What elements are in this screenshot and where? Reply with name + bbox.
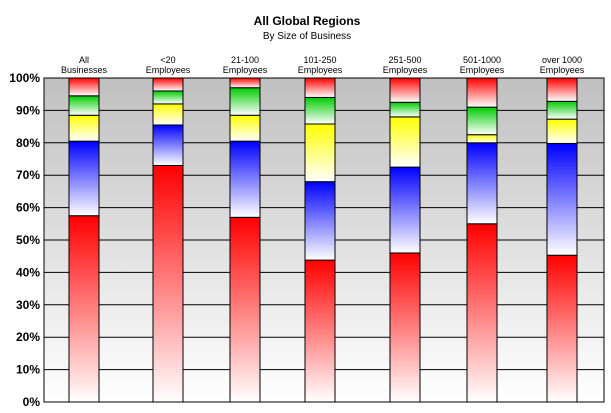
y-tick-label: 50% — [16, 233, 40, 247]
category-label: Employees — [460, 65, 505, 75]
y-tick-label: 0% — [23, 395, 41, 409]
bar-segment — [466, 142, 498, 225]
category-label: Employees — [383, 65, 428, 75]
bar-segment — [546, 254, 578, 403]
y-tick-label: 80% — [16, 136, 40, 150]
category-label: 101-250 — [303, 55, 336, 65]
bar-segment — [466, 77, 498, 108]
bar-segment — [152, 164, 184, 403]
y-tick-label: 20% — [16, 330, 40, 344]
y-tick-label: 70% — [16, 168, 40, 182]
y-tick-label: 30% — [16, 298, 40, 312]
bar-segment — [546, 142, 578, 256]
bar-segment — [466, 134, 498, 144]
bar-segment — [229, 216, 261, 403]
category-label: Businesses — [61, 65, 108, 75]
bar-segment — [304, 96, 336, 125]
category-label: Employees — [540, 65, 585, 75]
bar-segment — [152, 103, 184, 126]
bar-segment — [229, 87, 261, 116]
bar-segment — [152, 124, 184, 166]
category-labels: AllBusinesses<20Employees21-100Employees… — [61, 55, 585, 75]
bar-segment — [389, 77, 421, 103]
bar-segment — [466, 223, 498, 403]
y-tick-label: 60% — [16, 201, 40, 215]
category-label: 251-500 — [388, 55, 421, 65]
bar-segment — [68, 215, 100, 403]
bar-segment — [304, 77, 336, 98]
bar-segment — [304, 181, 336, 261]
y-tick-label: 40% — [16, 265, 40, 279]
chart-subtitle: By Size of Business — [263, 31, 351, 42]
bar-segment — [229, 77, 261, 89]
category-label: All — [79, 55, 89, 65]
y-axis-tick-labels: 0% 10% 20% 30% 40% 50% 60% 70% 80% 90% 100% — [9, 71, 40, 409]
category-label: over 1000 — [542, 55, 582, 65]
y-tick-label: 10% — [16, 363, 40, 377]
y-tick-label: 90% — [16, 103, 40, 117]
bar-segment — [389, 101, 421, 118]
bar-segment — [229, 114, 261, 142]
plot-area-border — [43, 77, 605, 403]
bar-segment — [152, 77, 184, 92]
bar-segment — [68, 114, 100, 142]
category-label: Employees — [146, 65, 191, 75]
bar-segment — [304, 259, 336, 403]
bar-segment — [389, 116, 421, 168]
bar-segment — [229, 140, 261, 218]
bar-segment — [389, 166, 421, 254]
bar-segment — [68, 77, 100, 97]
category-label: <20 — [160, 55, 175, 65]
bar-segment — [546, 100, 578, 120]
bar-segment — [389, 252, 421, 403]
category-label: Employees — [223, 65, 268, 75]
bars — [68, 77, 578, 403]
bar-segment — [546, 118, 578, 144]
bar-segment — [304, 123, 336, 183]
bar-segment — [68, 140, 100, 217]
y-tick-label: 100% — [9, 71, 40, 85]
category-label: 501-1000 — [463, 55, 501, 65]
category-label: Employees — [298, 65, 343, 75]
chart-title: All Global Regions — [254, 14, 361, 28]
bar-segment — [68, 95, 100, 116]
bar-segment — [466, 106, 498, 136]
bar-segment — [546, 77, 578, 102]
bar-segment — [152, 90, 184, 105]
category-label: 21-100 — [231, 55, 259, 65]
